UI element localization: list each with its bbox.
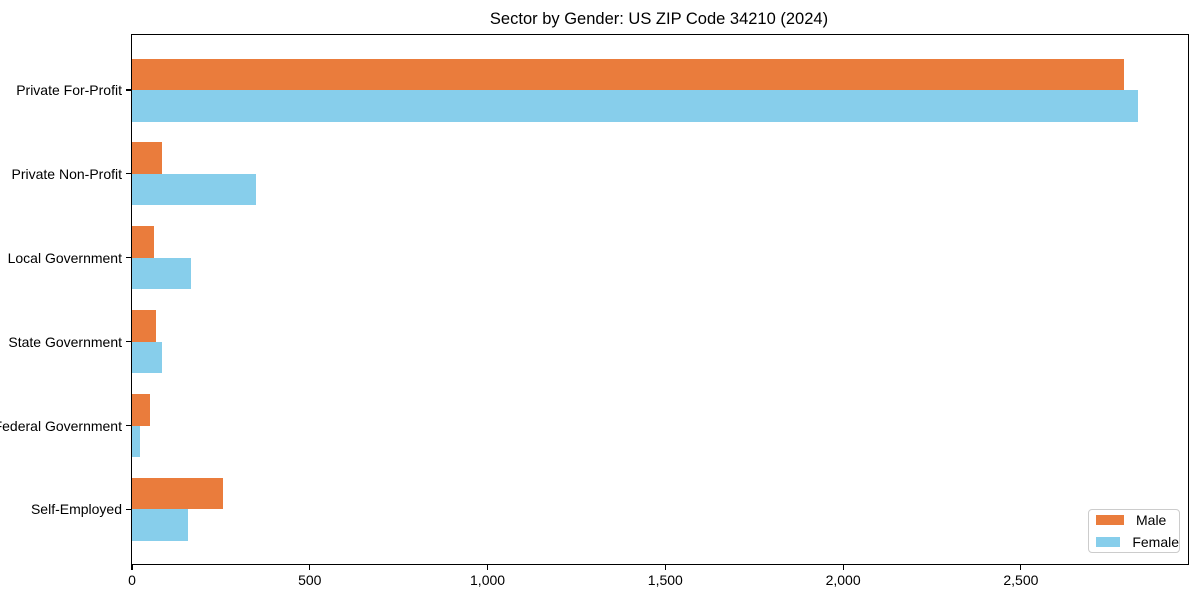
x-axis-tick — [131, 564, 133, 570]
x-axis-tick — [1020, 564, 1022, 570]
bar-male-state-government — [132, 310, 156, 342]
legend: Male Female — [1088, 509, 1180, 553]
chart-title: Sector by Gender: US ZIP Code 34210 (202… — [489, 10, 829, 28]
legend-entry-female: Female — [1096, 534, 1179, 550]
y-axis-label: Private For-Profit — [16, 82, 122, 98]
y-axis-label: Local Government — [7, 249, 122, 266]
x-axis-label: 2,000 — [825, 572, 861, 588]
y-axis-tick — [126, 257, 132, 259]
legend-male-label: Male — [1136, 512, 1167, 528]
y-axis-tick — [126, 424, 132, 427]
bar-male-self-employed — [132, 477, 223, 510]
x-axis-tick — [664, 564, 666, 570]
bar-male-private-non-profit — [132, 142, 162, 174]
y-axis-label: Federal Government — [0, 417, 122, 434]
legend-male-swatch — [1096, 515, 1124, 525]
y-axis-tick — [126, 341, 132, 343]
x-axis-label: 1,500 — [647, 572, 683, 588]
x-axis-label: 0 — [128, 572, 136, 588]
y-axis-label: State Government — [8, 333, 122, 350]
bar-female-self-employed — [132, 509, 188, 541]
x-axis-tick — [842, 564, 844, 570]
legend-entry-male: Male — [1096, 512, 1179, 528]
bar-female-local-government — [132, 257, 191, 290]
x-axis-label: 2,500 — [1003, 572, 1039, 588]
bar-male-private-for-profit — [132, 58, 1124, 90]
bar-male-federal-government — [132, 394, 151, 426]
bar-female-private-non-profit — [132, 173, 257, 206]
bar-female-state-government — [132, 341, 162, 374]
y-axis-tick — [126, 508, 132, 510]
y-axis-tick — [126, 173, 132, 175]
bar-female-private-for-profit — [132, 90, 1138, 122]
x-axis-tick — [486, 564, 489, 570]
y-axis-tick — [126, 89, 132, 91]
x-axis-label: 1,000 — [470, 572, 506, 588]
chart-plot-area: Male Female Private For-Profit Private No… — [0, 34, 1189, 588]
y-axis-label: Private Non-Profit — [11, 165, 122, 182]
legend-female-swatch — [1096, 537, 1121, 547]
bar-male-local-government — [132, 226, 155, 258]
bar-female-federal-government — [132, 425, 140, 458]
x-axis-label: 500 — [298, 572, 322, 588]
legend-female-label: Female — [1132, 534, 1179, 550]
x-axis-tick — [309, 564, 311, 570]
y-axis-label: Self-Employed — [30, 501, 122, 518]
